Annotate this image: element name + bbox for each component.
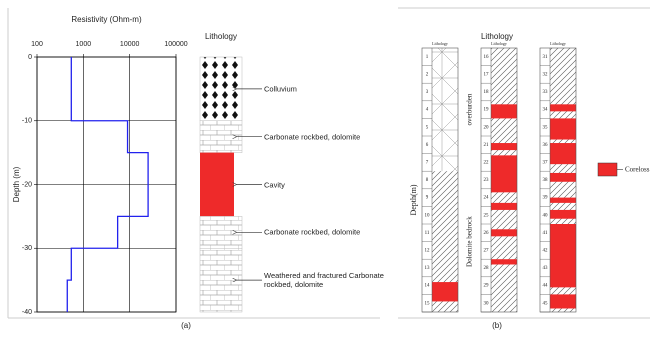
lithology-layer: [200, 57, 242, 121]
depth-label: 20: [484, 125, 490, 130]
coreloss: [491, 143, 517, 150]
coreloss: [491, 155, 517, 192]
y-tick-label: -30: [22, 245, 32, 252]
lithology-layer: [200, 216, 242, 248]
unit-label: Dolomite bedrock: [466, 216, 474, 267]
y-axis-label: Depth(m): [409, 184, 418, 215]
depth-label: 25: [484, 213, 490, 218]
coreloss: [491, 259, 517, 264]
depth-label: 5: [426, 125, 429, 130]
lithology-layer: [200, 121, 242, 153]
coreloss: [550, 198, 576, 203]
figure: 100 1000 10000 100000 0 -10 -20 -30 -40 Resistivi…: [0, 0, 657, 342]
depth-label: 41: [543, 231, 549, 236]
coreloss: [491, 229, 517, 236]
depth-label: 15: [425, 301, 431, 306]
depth-label: 37: [543, 161, 549, 166]
depth-label: 16: [484, 55, 490, 60]
coreloss: [491, 203, 517, 210]
coreloss: [550, 224, 576, 287]
y-tick-label: -40: [22, 309, 32, 316]
depth-label: 7: [426, 161, 429, 166]
coreloss: [550, 294, 576, 308]
lithology-title: Lithology: [205, 32, 237, 41]
depth-label: 22: [484, 161, 490, 166]
depth-label: 39: [543, 196, 549, 201]
lithology-layer: [200, 248, 242, 312]
depth-label: 40: [543, 213, 549, 218]
depth-label: 2: [426, 73, 429, 78]
depth-label: 32: [543, 73, 549, 78]
depth-label: 34: [543, 108, 549, 113]
depth-label: 14: [425, 284, 431, 289]
depth-label: 30: [484, 301, 490, 306]
x-tick-label: 100000: [164, 41, 187, 48]
legend-swatch: [598, 163, 617, 176]
depth-label: 9: [426, 196, 429, 201]
column-header: Lithology: [432, 41, 448, 46]
layer-label: Carbonate rockbed, dolomite: [264, 132, 384, 141]
layer-label: Carbonate rockbed, dolomite: [264, 228, 384, 237]
core-title: Lithology: [481, 32, 513, 41]
depth-label: 23: [484, 178, 490, 183]
coreloss: [550, 173, 576, 182]
depth-label: 38: [543, 178, 549, 183]
x-tick-label: 1000: [76, 41, 92, 48]
chart: 100 1000 10000 100000 0 -10 -20 -30 -40 Resistivi…: [0, 0, 657, 342]
coreloss: [550, 143, 576, 164]
lithology-layer: [200, 153, 234, 217]
y-tick-label: -20: [22, 181, 32, 188]
depth-label: 21: [484, 143, 490, 148]
depth-label: 4: [426, 108, 429, 113]
layer-label: Weathered and fractured Carbonate rockbe…: [264, 271, 384, 289]
depth-label: 11: [425, 231, 430, 236]
depth-label: 28: [484, 266, 490, 271]
coreloss: [550, 118, 576, 139]
layer-label: Colluvium: [264, 84, 384, 93]
depth-label: 26: [484, 231, 490, 236]
y-tick-label: -10: [22, 118, 32, 125]
depth-label: 13: [425, 266, 431, 271]
coreloss: [550, 104, 576, 111]
depth-label: 17: [484, 73, 490, 78]
depth-label: 18: [484, 90, 490, 95]
depth-label: 3: [426, 90, 429, 95]
y-tick-label: 0: [28, 54, 32, 61]
depth-label: 43: [543, 266, 549, 271]
column-header: Lithology: [550, 41, 566, 46]
panel-label: (a): [181, 321, 191, 330]
legend-label: Coreloss: [625, 166, 650, 174]
depth-label: 45: [543, 301, 549, 306]
panel-label: (b): [492, 321, 502, 330]
layer-label: Cavity: [264, 180, 384, 189]
depth-label: 27: [484, 249, 490, 254]
depth-label: 19: [484, 108, 490, 113]
depth-label: 29: [484, 284, 490, 289]
depth-label: 35: [543, 125, 549, 130]
depth-label: 12: [425, 249, 431, 254]
column-header: Lithology: [491, 41, 507, 46]
y-axis-label: Depth (m): [12, 166, 21, 202]
unit-label: overburden: [466, 93, 474, 125]
depth-label: 36: [543, 143, 549, 148]
depth-label: 10: [425, 213, 431, 218]
depth-label: 24: [484, 196, 490, 201]
coreloss: [432, 282, 458, 301]
x-axis-label: Resistivity (Ohm-m): [71, 15, 142, 24]
depth-label: 44: [543, 284, 549, 289]
depth-label: 31: [543, 55, 549, 60]
x-tick-label: 100: [31, 41, 43, 48]
depth-label: 6: [426, 143, 429, 148]
x-tick-label: 10000: [120, 41, 140, 48]
unit-layer: [432, 48, 458, 171]
coreloss: [550, 210, 576, 219]
coreloss: [491, 104, 517, 118]
depth-label: 8: [426, 178, 429, 183]
depth-label: 1: [426, 55, 429, 60]
depth-label: 42: [543, 249, 549, 254]
depth-label: 33: [543, 90, 549, 95]
